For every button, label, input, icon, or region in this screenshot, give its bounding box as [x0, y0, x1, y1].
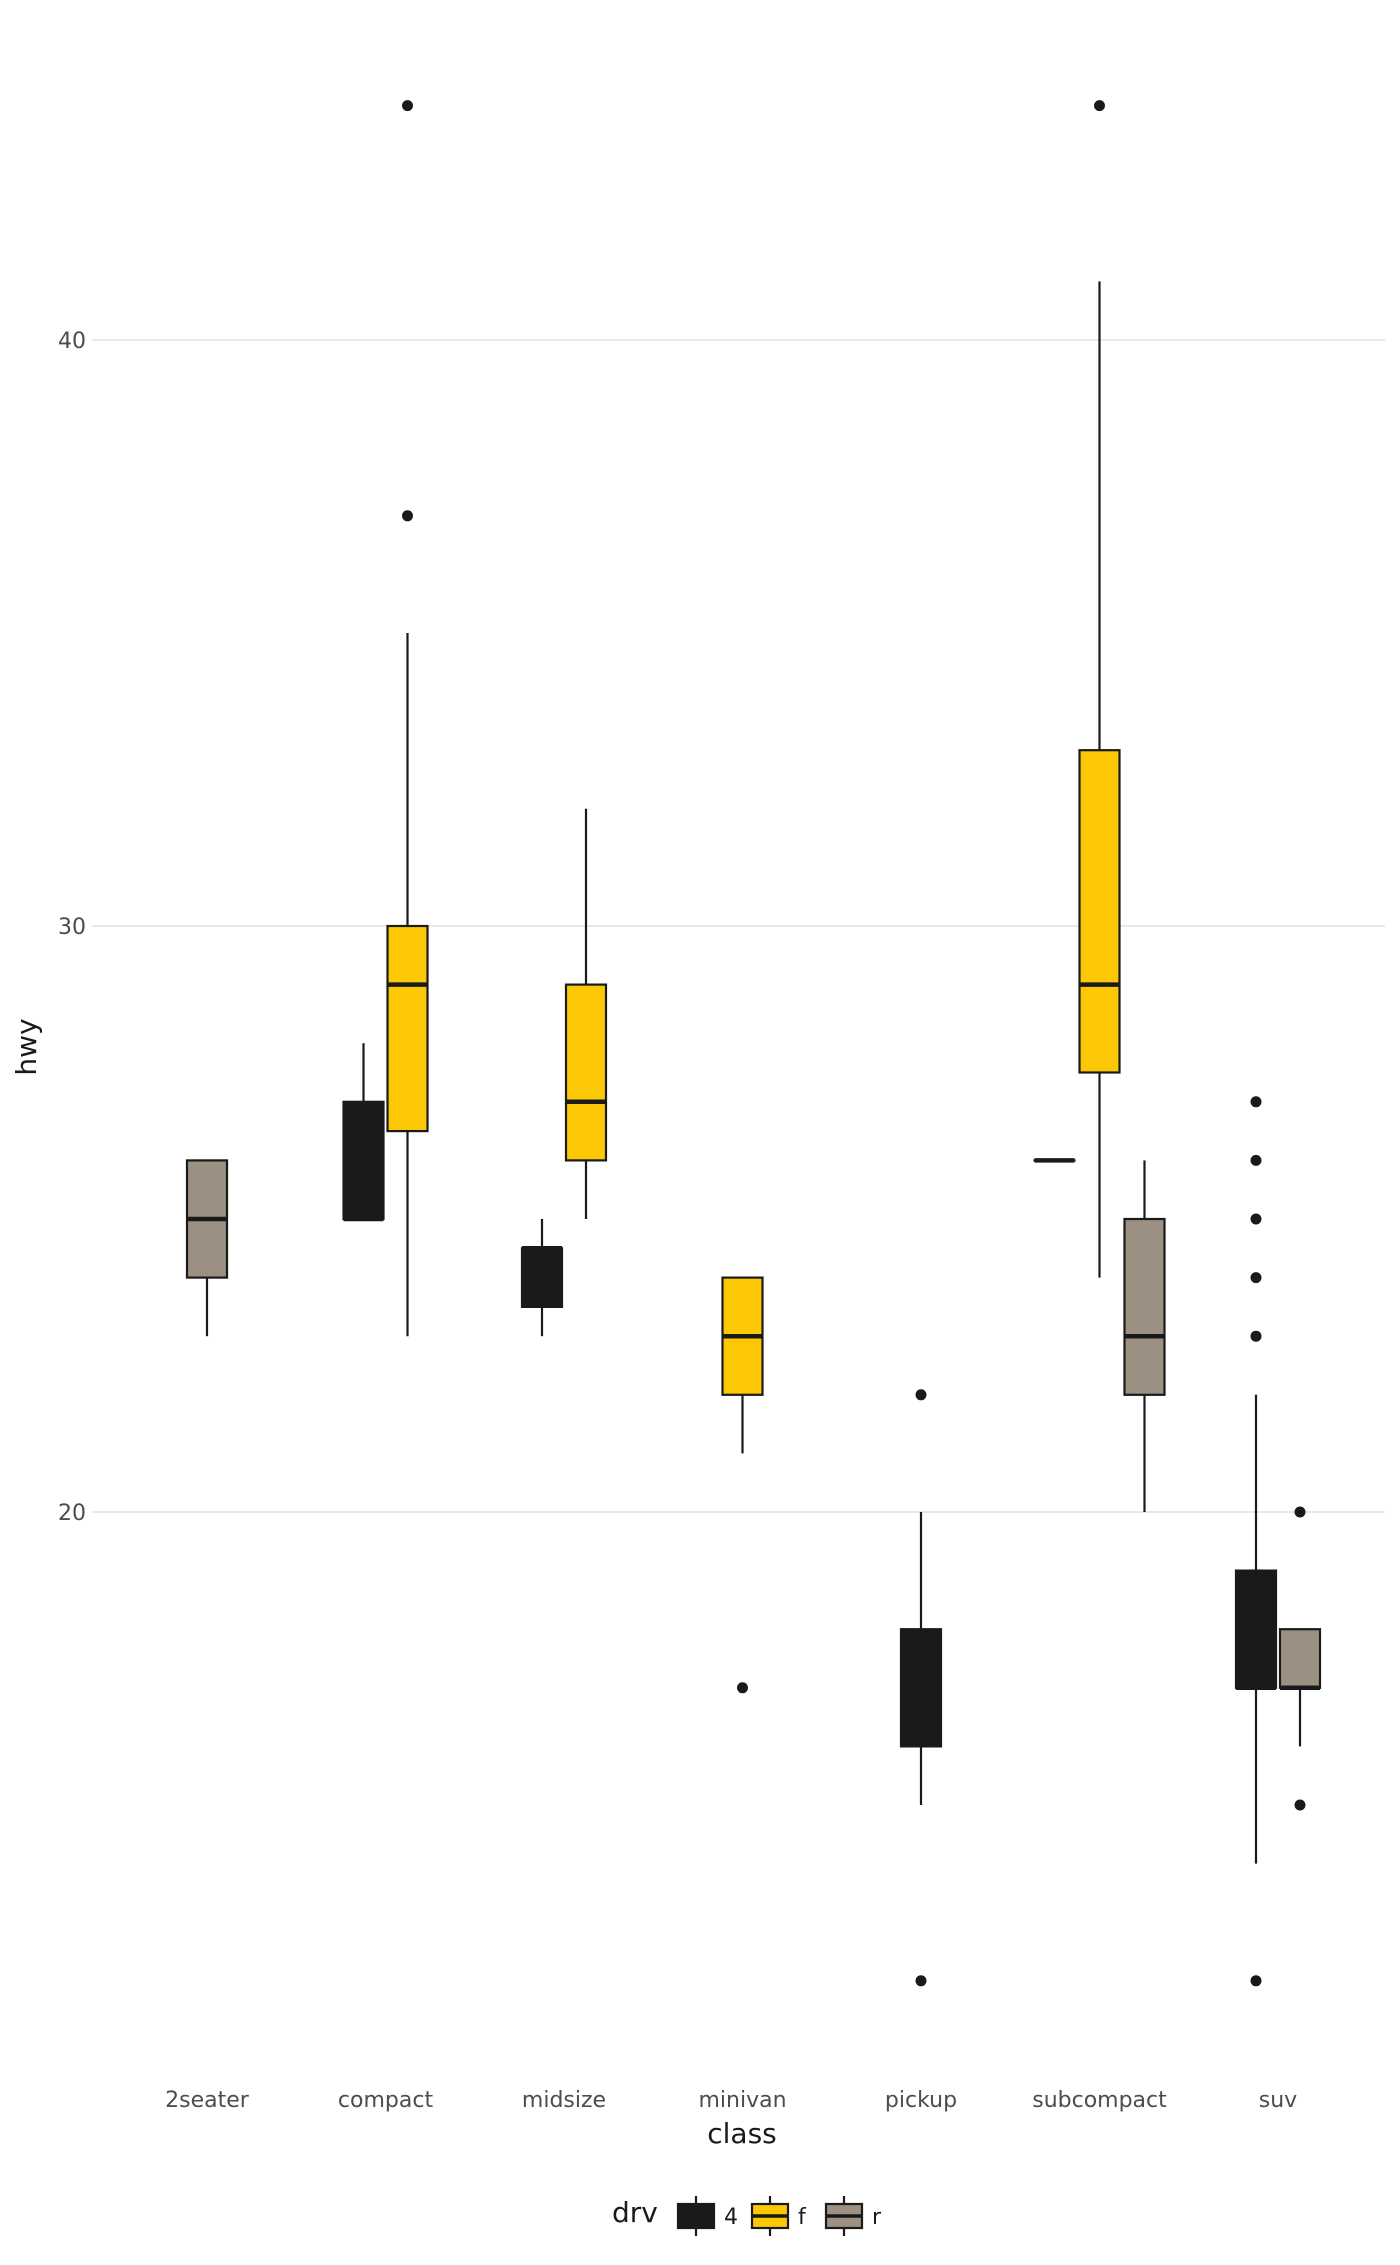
- outlier-point: [737, 1682, 748, 1694]
- x-axis-title: class: [707, 2117, 777, 2150]
- box-body: [564, 983, 608, 1162]
- box-compact-4: [342, 1043, 385, 1222]
- legend-key-f: f: [750, 2196, 807, 2236]
- box-suv-r: [1278, 1506, 1322, 1811]
- x-tick-label-subcompact: subcompact: [1032, 2088, 1167, 2113]
- box-minivan-f: [721, 1276, 764, 1694]
- outlier-point: [1250, 1096, 1262, 1108]
- outlier-point: [915, 1975, 927, 1987]
- outlier-point: [1094, 100, 1105, 112]
- legend-label-f: f: [798, 2205, 807, 2230]
- box-subcompact-r: [1123, 1160, 1166, 1512]
- legend-label-r: r: [872, 2205, 882, 2230]
- x-tick-label-suv: suv: [1259, 2088, 1297, 2113]
- x-tick-label-2seater: 2seater: [165, 2088, 250, 2113]
- box-body: [342, 1100, 385, 1221]
- box-body: [520, 1247, 564, 1309]
- box-pickup-4: [899, 1389, 943, 1987]
- outlier-point: [402, 100, 413, 112]
- x-tick-label-midsize: midsize: [522, 2088, 606, 2113]
- x-tick-label-pickup: pickup: [885, 2088, 957, 2113]
- outlier-point: [402, 510, 413, 522]
- box-body: [1234, 1569, 1278, 1689]
- outlier-point: [1250, 1154, 1262, 1166]
- outlier-point: [1294, 1799, 1306, 1811]
- box-body: [1123, 1217, 1166, 1396]
- box-2seater-r: [185, 1159, 229, 1337]
- box-midsize-f: [564, 808, 608, 1219]
- y-tick-label-20: 20: [58, 1501, 86, 1526]
- box-body: [1078, 749, 1121, 1074]
- legend-keys: 4 f r: [676, 2196, 882, 2236]
- box-midsize-4: [520, 1219, 564, 1337]
- y-gridlines: [92, 339, 1385, 1513]
- legend: drv 4 f r: [612, 2196, 882, 2236]
- box-body: [1278, 1628, 1322, 1689]
- legend-key-4: 4: [676, 2196, 738, 2236]
- box-suv-4: [1234, 1096, 1278, 1987]
- outlier-point: [1250, 1975, 1262, 1987]
- x-axis-tick-labels: 2seater compact midsize minivan pickup subcom…: [165, 2088, 1297, 2113]
- outlier-point: [1250, 1213, 1262, 1225]
- outlier-point: [1250, 1272, 1262, 1284]
- outlier-point: [1294, 1506, 1306, 1518]
- y-tick-label-30: 30: [58, 915, 86, 940]
- y-axis-tick-labels: 20 30 40: [58, 329, 86, 1526]
- y-axis-title: hwy: [10, 1018, 43, 1075]
- y-tick-label-40: 40: [58, 329, 86, 354]
- legend-key-r: r: [824, 2196, 882, 2236]
- outlier-point: [915, 1389, 927, 1401]
- outlier-point: [1250, 1330, 1262, 1342]
- legend-title: drv: [612, 2196, 658, 2229]
- legend-label-4: 4: [724, 2205, 738, 2230]
- x-tick-label-compact: compact: [338, 2088, 434, 2113]
- x-tick-label-minivan: minivan: [698, 2088, 786, 2113]
- box-subcompact-f: [1078, 100, 1121, 1278]
- box-compact-f: [386, 100, 429, 1337]
- box-body: [386, 924, 429, 1133]
- box-series: [185, 100, 1322, 1987]
